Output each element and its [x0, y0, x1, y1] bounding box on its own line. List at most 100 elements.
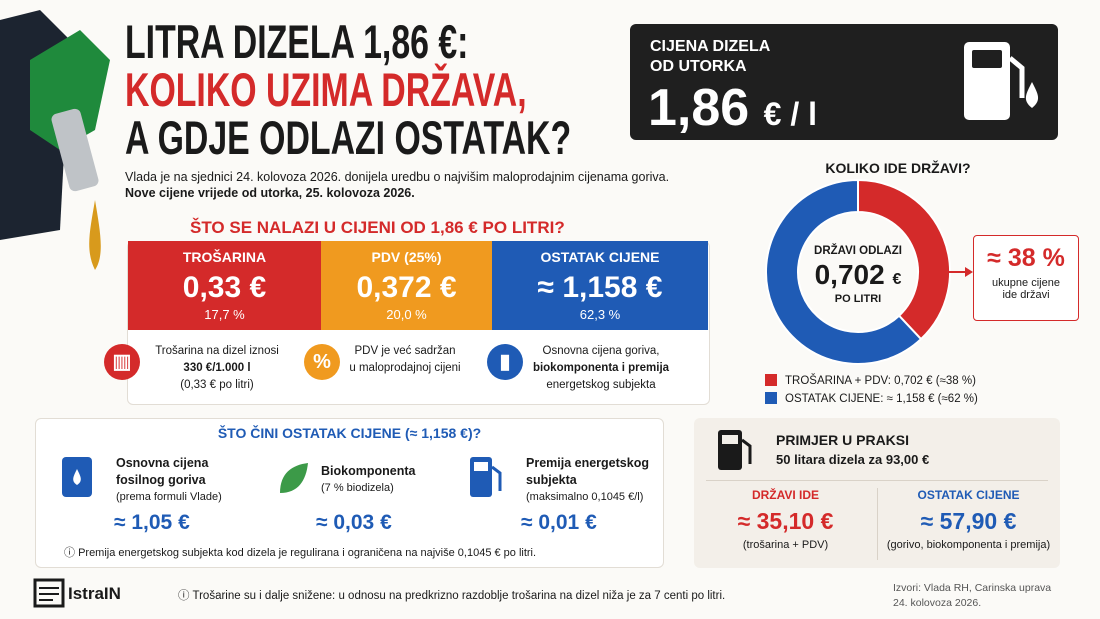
- donut-segment: [857, 178, 951, 341]
- callout: ≈ 38 % ukupne cijene ide državi: [973, 235, 1079, 321]
- legend-swatch: [765, 392, 777, 404]
- item-name: Premija energetskog: [526, 456, 649, 470]
- note-text: Premija energetskog subjekta kod dizela …: [78, 547, 537, 559]
- source-line: 24. kolovoza 2026.: [893, 597, 982, 609]
- item-amount: ≈ 1,05 €: [114, 511, 190, 534]
- remainder-item: Premija energetskog subjekta (maksimalno 0…: [526, 455, 649, 503]
- price-unit: € / l: [763, 96, 818, 132]
- legend-label: OSTATAK CIJENE: ≈ 1,158 € (≈62 %): [785, 393, 978, 405]
- item-sub: (maksimalno 0,1045 €/l): [526, 491, 644, 503]
- item-sub: (7 % biodizela): [321, 482, 394, 494]
- breakdown-box: PDV (25%) 0,372 € 20,0 %: [321, 241, 492, 330]
- col-label: DRŽAVI IDE: [751, 488, 820, 502]
- item-name: TROŠARINA: [182, 249, 267, 265]
- pump-icon: [718, 430, 752, 470]
- item-name: subjekta: [526, 473, 577, 487]
- note-line: Trošarina na dizel iznosi: [155, 345, 279, 357]
- center-label: DRŽAVI ODLAZI: [814, 245, 902, 257]
- note-line: (0,33 € po litri): [180, 379, 254, 391]
- example-subtitle: 50 litara dizela za 93,00 €: [776, 452, 930, 467]
- legend-swatch: [765, 374, 777, 386]
- donut-chart: [765, 178, 951, 365]
- center-unit: €: [892, 271, 902, 288]
- item-name: PDV (25%): [371, 249, 442, 265]
- intro: Nove cijene vrijede od utorka, 25. kolov…: [125, 186, 415, 200]
- price-label-line: OD UTORKA: [650, 58, 747, 75]
- remainder-item: Biokomponenta (7 % biodizela): [321, 463, 415, 494]
- item-amount: ≈ 0,01 €: [521, 511, 597, 534]
- item-amount: 0,33 €: [182, 271, 267, 304]
- item-share: 17,7 %: [204, 307, 245, 322]
- legend: TROŠARINA + PDV: 0,702 € (≈38 %) OSTATAK …: [765, 372, 978, 408]
- item-amount: ≈ 0,03 €: [316, 511, 392, 534]
- item-name: OSTATAK CIJENE: [540, 249, 660, 265]
- bank-icon: ▥: [104, 344, 140, 380]
- nozzle-illustration: [0, 10, 110, 270]
- item-note: PDV je već sadržan u maloprodajnoj cijeni: [340, 343, 470, 377]
- donut-segment: [765, 178, 923, 365]
- col-amount: ≈ 57,90 €: [920, 508, 1017, 534]
- price-label-line: CIJENA DIZELA: [650, 38, 771, 55]
- remainder-item: Osnovna cijena fosilnog goriva (prema form…: [116, 455, 222, 503]
- donut-title: KOLIKO IDE DRŽAVI?: [825, 160, 971, 176]
- breakdown-box: OSTATAK CIJENE ≈ 1,158 € 62,3 %: [492, 241, 708, 330]
- item-amount: ≈ 1,158 €: [537, 271, 663, 304]
- leaf-icon: [280, 463, 308, 493]
- item-note: Osnovna cijena goriva, biokomponenta i pr…: [526, 343, 676, 394]
- pump-icon: [470, 457, 502, 497]
- col-note: (gorivo, biokomponenta i premija): [886, 539, 1051, 551]
- legend-label: TROŠARINA + PDV: 0,702 € (≈38 %): [785, 375, 976, 387]
- remainder-card: ŠTO ČINI OSTATAK CIJENE (≈ 1,158 €)? Osn…: [35, 418, 664, 568]
- note-line: PDV je već sadržan: [354, 345, 456, 357]
- divider: [877, 488, 878, 560]
- callout-line: ukupne cijene: [992, 277, 1060, 289]
- callout-value: ≈ 38 %: [987, 244, 1065, 272]
- center-sub: PO LITRI: [834, 293, 882, 305]
- price-label: CIJENA DIZELA OD UTORKA: [650, 37, 770, 77]
- note-line: 330 €/1.000 l: [183, 362, 251, 374]
- sources: Izvori: Vlada RH, Carinska uprava 24. kol…: [893, 581, 1051, 611]
- legend-entry: OSTATAK CIJENE: ≈ 1,158 € (≈62 %): [765, 390, 978, 408]
- price-value: 1,86 € / l: [648, 78, 817, 138]
- title-line: KOLIKO UZIMA DRŽAVA,: [125, 63, 527, 116]
- example-title: PRIMJER U PRAKSI: [776, 432, 910, 448]
- note-line: biokomponenta i premija: [532, 362, 670, 374]
- title-line: LITRA DIZELA 1,86 €:: [125, 15, 469, 68]
- item-amount: 0,372 €: [356, 271, 457, 304]
- legend-entry: TROŠARINA + PDV: 0,702 € (≈38 %): [765, 372, 978, 390]
- source-line: Izvori: Vlada RH, Carinska uprava: [893, 582, 1052, 594]
- item-share: 20,0 %: [386, 307, 427, 322]
- item-share: 62,3 %: [579, 307, 621, 322]
- remainder-note: ⓘ Premija energetskog subjekta kod dizel…: [64, 547, 537, 559]
- col-note: (trošarina + PDV): [742, 539, 829, 551]
- donut-center: DRŽAVI ODLAZI 0,702 € PO LITRI: [798, 245, 918, 305]
- divider: [706, 480, 1048, 481]
- item-sub: (prema formuli Vlade): [116, 491, 222, 503]
- example-card: PRIMJER U PRAKSI 50 litara dizela za 93,…: [694, 418, 1060, 568]
- breakdown-title: ŠTO SE NALAZI U CIJENI OD 1,86 € PO LITR…: [190, 218, 565, 237]
- breakdown-box: TROŠARINA 0,33 € 17,7 %: [128, 241, 321, 330]
- intro: Vlada je na sjednici 24. kolovoza 2026. …: [125, 170, 670, 184]
- arrow: [945, 267, 973, 277]
- title-line: A GDJE ODLAZI OSTATAK?: [125, 111, 572, 164]
- barrel-icon: [62, 457, 92, 497]
- center-number: 0,702: [814, 259, 885, 290]
- example-col: DRŽAVI IDE ≈ 35,10 € (trošarina + PDV): [694, 488, 877, 551]
- item-note: Trošarina na dizel iznosi 330 €/1.000 l (0…: [152, 343, 282, 394]
- note-text: Trošarine su i dalje snižene: u odnosu n…: [192, 590, 726, 602]
- footer-note: ⓘ Trošarine su i dalje snižene: u odnosu…: [178, 590, 726, 602]
- center-value: 0,702 €: [798, 259, 918, 291]
- pump-icon: [964, 42, 1039, 120]
- item-name: fosilnog goriva: [116, 473, 206, 487]
- item-name: Biokomponenta: [321, 464, 416, 478]
- percent-icon: %: [304, 344, 340, 380]
- item-name: Osnovna cijena: [116, 456, 209, 470]
- note-line: energetskog subjekta: [546, 379, 656, 391]
- example-col: OSTATAK CIJENE ≈ 57,90 € (gorivo, biokompo…: [877, 488, 1060, 551]
- logo: IstraIN: [68, 584, 121, 603]
- remainder-title: ŠTO ČINI OSTATAK CIJENE (≈ 1,158 €)?: [217, 425, 482, 441]
- logo-icon: [33, 578, 65, 608]
- callout-line: ide državi: [1002, 289, 1050, 301]
- price-number: 1,86: [648, 79, 750, 137]
